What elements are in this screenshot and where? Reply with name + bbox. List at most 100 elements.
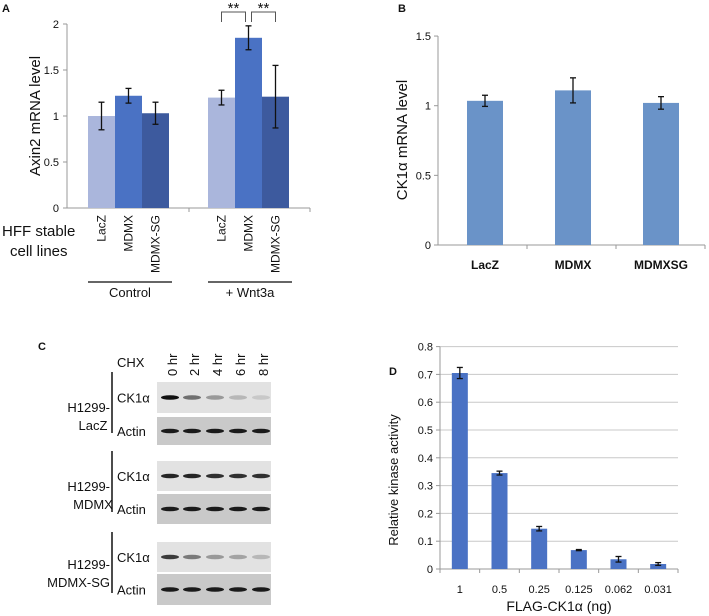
panel-label-a: A [2, 3, 10, 15]
a-significance-bracket [251, 11, 276, 22]
d-y-tick-label: 0.6 [418, 397, 433, 409]
c-timepoint-label: 8 hr [256, 353, 271, 376]
c-blot-band [183, 395, 201, 400]
c-blot-band [206, 428, 224, 434]
c-cell-line-label: LacZ [79, 418, 108, 433]
c-blot-band [161, 587, 179, 592]
d-bar [491, 473, 508, 569]
a-y-tick-label: 0.5 [44, 157, 59, 169]
c-blot-band [161, 428, 179, 434]
c-blot-band [252, 554, 270, 560]
c-blot-band [161, 473, 179, 479]
a-bar [142, 113, 169, 208]
a-y-tick-label: 2 [53, 19, 59, 31]
b-y-axis-label: CK1α mRNA level [394, 80, 411, 200]
b-x-tick-label: MDMXSG [634, 258, 688, 272]
a-x-tick-label: MDMX-SG [149, 215, 163, 273]
b-y-tick-label: 0.5 [416, 170, 431, 182]
a-significance-bracket [221, 11, 246, 22]
c-timepoint-label: 6 hr [233, 353, 248, 376]
c-blot-band [183, 473, 201, 479]
c-blot-band [206, 554, 224, 560]
panel-label-d: D [389, 366, 397, 378]
c-blot-band [183, 506, 201, 512]
d-bar [610, 559, 627, 569]
c-blot-band [252, 506, 270, 512]
c-blot-row-label: Actin [117, 424, 146, 439]
c-blot-band [161, 554, 179, 560]
b-x-tick-label: MDMX [555, 258, 592, 272]
c-cell-line-label: H1299- [67, 479, 110, 494]
c-timepoint-label: 0 hr [165, 353, 180, 376]
c-blot-band [252, 395, 270, 400]
c-cell-line-label: H1299- [67, 400, 110, 415]
d-y-tick-label: 0 [427, 564, 433, 576]
c-treatment-label: CHX [117, 355, 145, 370]
a-y-tick-label: 1 [53, 111, 59, 123]
a-significance-stars: ** [228, 0, 240, 17]
b-bar [467, 100, 503, 246]
d-x-axis-label: FLAG-CK1α (ng) [506, 598, 611, 614]
c-timepoint-label: 4 hr [210, 353, 225, 376]
a-x-tick-label: MDMX [242, 215, 256, 252]
panel-label-c: C [38, 341, 46, 353]
c-blot-band [161, 395, 179, 400]
c-blot-band [229, 587, 247, 592]
c-blot-band [229, 554, 247, 560]
d-y-tick-label: 0.5 [418, 425, 433, 437]
c-blot-band [183, 554, 201, 560]
b-y-tick-label: 1 [425, 101, 431, 113]
c-blot-row-label: Actin [117, 502, 146, 517]
d-x-tick-label: 0.031 [644, 584, 672, 596]
c-blot-row-label: CK1α [117, 391, 150, 406]
c-blot-row-label: CK1α [117, 550, 150, 565]
c-blot-band [229, 395, 247, 400]
d-y-tick-label: 0.7 [418, 369, 433, 381]
d-y-tick-label: 0.3 [418, 481, 433, 493]
panel-label-b: B [398, 3, 406, 15]
d-y-tick-label: 0.4 [418, 453, 433, 465]
a-row-label: cell lines [10, 243, 68, 260]
b-y-tick-label: 1.5 [416, 31, 431, 43]
c-blot-band [252, 473, 270, 479]
a-x-tick-label: MDMX-SG [269, 215, 283, 273]
c-blot-band [161, 506, 179, 512]
c-cell-line-label: MDMX-SG [47, 575, 110, 590]
c-blot-band [206, 395, 224, 400]
c-timepoint-label: 2 hr [187, 353, 202, 376]
a-bar [88, 116, 115, 208]
a-y-axis-label: Axin2 mRNA level [27, 56, 44, 176]
d-x-tick-label: 0.062 [605, 584, 633, 596]
a-y-tick-label: 0 [53, 203, 59, 215]
c-cell-line-label: H1299- [67, 557, 110, 572]
a-x-tick-label: LacZ [95, 215, 109, 242]
c-blot-row-label: Actin [117, 583, 146, 598]
a-y-tick-label: 1.5 [44, 65, 59, 77]
a-bar [235, 37, 262, 208]
a-group-label: + Wnt3a [226, 285, 276, 300]
c-blot-band [206, 587, 224, 592]
d-x-tick-label: 1 [457, 584, 463, 596]
b-bar [643, 102, 679, 245]
c-blot-band [183, 587, 201, 592]
d-x-tick-label: 0.125 [565, 584, 593, 596]
a-bar [115, 95, 142, 208]
a-group-label: Control [109, 285, 151, 300]
c-cell-line-label: MDMX [73, 497, 113, 512]
a-x-tick-label: LacZ [215, 215, 229, 242]
d-bar [570, 550, 587, 569]
c-blot-band [206, 506, 224, 512]
b-bar [555, 90, 591, 245]
c-blot-band [252, 428, 270, 434]
d-x-tick-label: 0.5 [492, 584, 507, 596]
c-blot-band [229, 506, 247, 512]
d-y-tick-label: 0.1 [418, 536, 433, 548]
c-blot-band [229, 428, 247, 434]
d-bar [451, 373, 468, 569]
c-blot-band [183, 428, 201, 434]
a-x-tick-label: MDMX [122, 215, 136, 252]
b-x-tick-label: LacZ [471, 258, 499, 272]
a-bar [208, 97, 235, 208]
